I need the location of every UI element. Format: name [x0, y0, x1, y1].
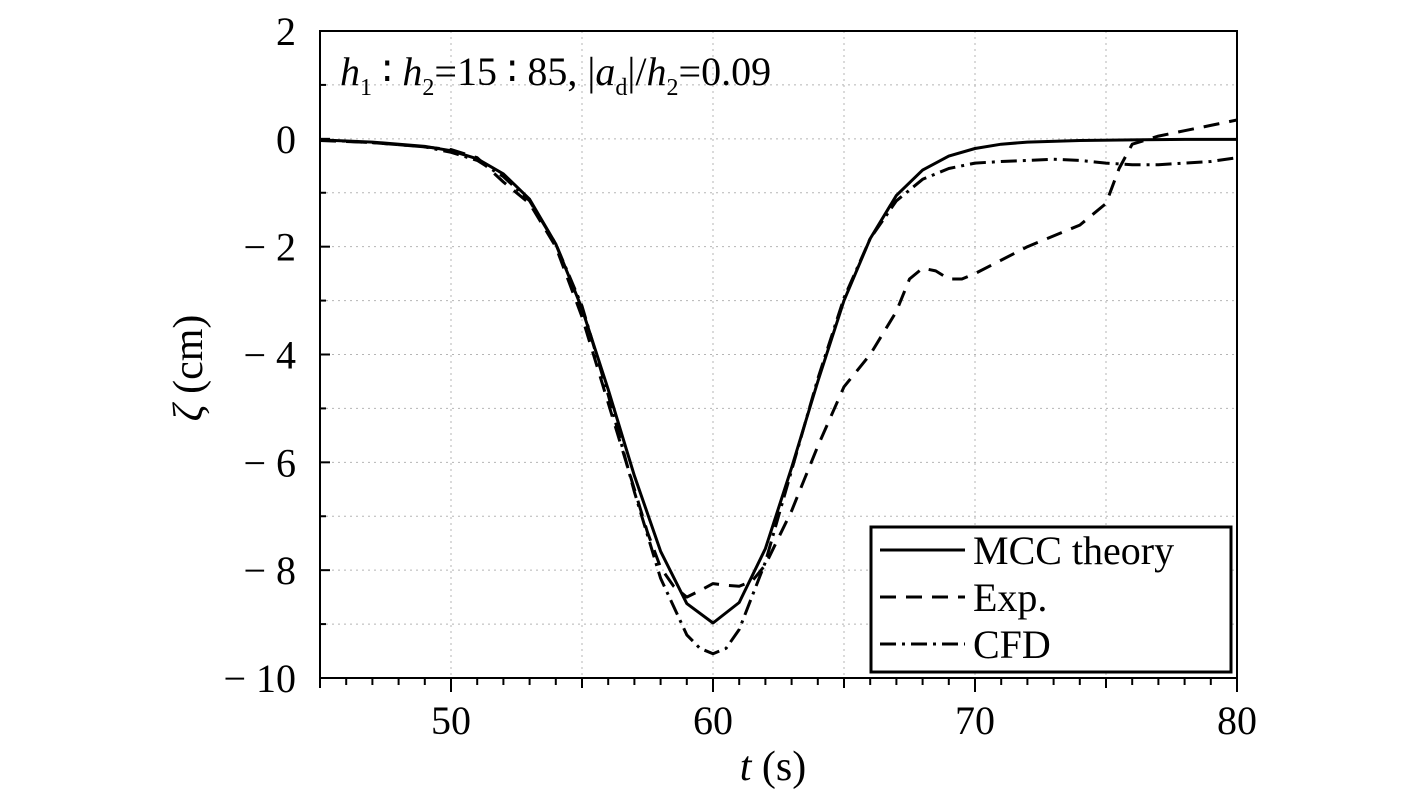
legend: MCC theory Exp. CFD [869, 525, 1233, 674]
legend-label-cfd: CFD [973, 622, 1051, 667]
series-line-cfd [320, 138, 1237, 656]
ticks: 50 60 70 80 2 0 − 2 − 4 − 6 − 8 − 10 [223, 9, 1257, 743]
y-tick-label: − 10 [223, 656, 296, 701]
series-line-exp [320, 118, 1237, 599]
condition-annotation: h1 ∶ h2=15 ∶ 85, |ad|/h2=0.09 [340, 49, 771, 101]
y-tick-label: − 2 [243, 225, 296, 270]
x-tick-label: 80 [1217, 698, 1257, 743]
y-tick-label: 2 [276, 9, 296, 54]
legend-label-mcc-theory: MCC theory [973, 528, 1174, 573]
y-axis-label: ζ (cm) [166, 315, 212, 422]
y-tick-label: 0 [276, 117, 296, 162]
y-tick-label: − 6 [243, 440, 296, 485]
y-tick-label: − 8 [243, 548, 296, 593]
series-group [320, 118, 1237, 656]
x-tick-label: 50 [431, 698, 471, 743]
y-tick-label: − 4 [243, 333, 296, 378]
x-tick-label: 60 [693, 698, 733, 743]
x-axis-label: t (s) [740, 744, 807, 790]
x-tick-label: 70 [955, 698, 995, 743]
series-line-mcc-theory [320, 137, 1237, 625]
legend-label-exp: Exp. [973, 575, 1047, 620]
